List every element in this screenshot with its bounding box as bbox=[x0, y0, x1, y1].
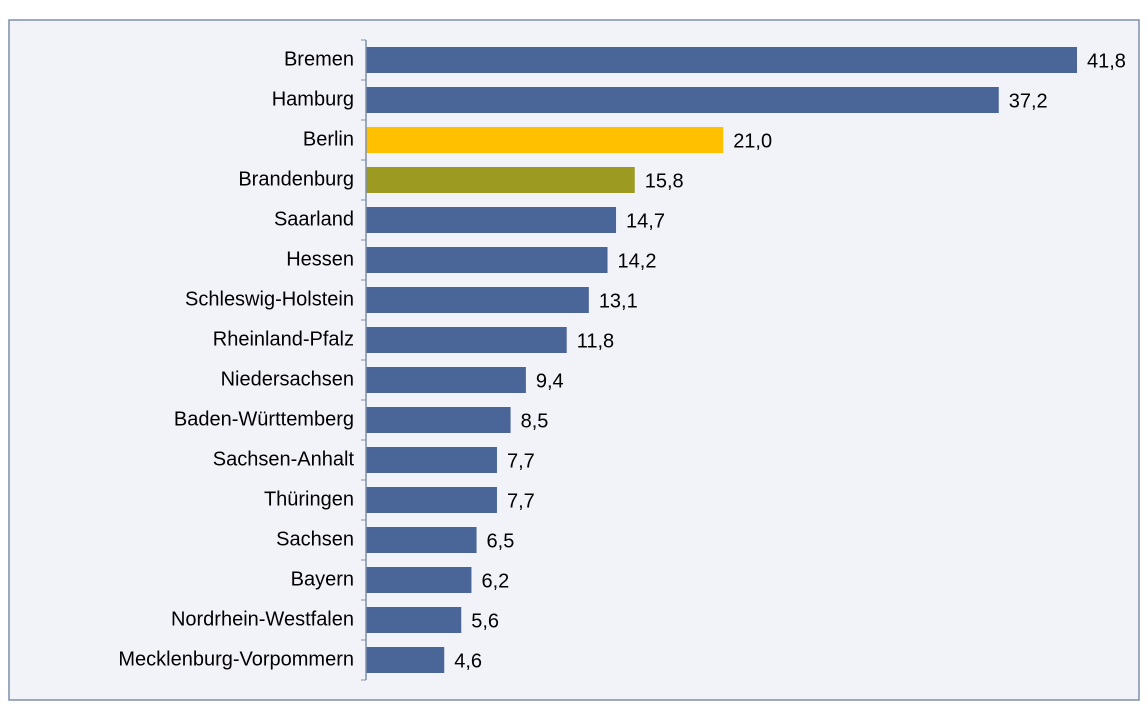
bar bbox=[366, 447, 497, 473]
bar bbox=[366, 367, 526, 393]
bar bbox=[366, 607, 462, 633]
value-label: 6,5 bbox=[487, 530, 515, 552]
value-label: 4,6 bbox=[454, 650, 482, 672]
category-label: Bremen bbox=[284, 48, 354, 70]
value-label: 37,2 bbox=[1009, 90, 1048, 112]
value-label: 7,7 bbox=[507, 490, 535, 512]
value-label: 11,8 bbox=[577, 330, 614, 352]
value-label: 8,5 bbox=[521, 410, 549, 432]
category-label: Sachsen-Anhalt bbox=[213, 448, 355, 470]
category-label: Mecklenburg-Vorpommern bbox=[118, 648, 354, 670]
bar bbox=[366, 647, 445, 673]
category-label: Brandenburg bbox=[238, 168, 354, 190]
category-label: Nordrhein-Westfalen bbox=[171, 608, 354, 630]
bar bbox=[366, 127, 724, 153]
chart-frame bbox=[8, 19, 1140, 701]
bar bbox=[366, 247, 608, 273]
bar bbox=[366, 327, 567, 353]
value-label: 14,7 bbox=[626, 210, 665, 232]
category-label: Hessen bbox=[286, 248, 354, 270]
bar bbox=[366, 407, 511, 433]
value-label: 6,2 bbox=[481, 570, 509, 592]
category-label: Schleswig-Holstein bbox=[185, 288, 354, 310]
category-label: Hamburg bbox=[272, 88, 354, 110]
value-label: 7,7 bbox=[507, 450, 535, 472]
value-label: 13,1 bbox=[599, 290, 638, 312]
bar bbox=[366, 87, 999, 113]
bar bbox=[366, 287, 589, 313]
bar bbox=[366, 487, 497, 513]
value-label: 5,6 bbox=[471, 610, 499, 632]
category-label: Baden-Württemberg bbox=[174, 408, 354, 430]
value-label: 14,2 bbox=[618, 250, 657, 272]
category-label: Berlin bbox=[303, 128, 354, 150]
category-label: Saarland bbox=[274, 208, 354, 230]
value-label: 9,4 bbox=[536, 370, 564, 392]
value-label: 41,8 bbox=[1087, 50, 1126, 72]
category-label: Sachsen bbox=[276, 528, 354, 550]
category-label: Bayern bbox=[291, 568, 354, 590]
bar bbox=[366, 167, 635, 193]
category-label: Niedersachsen bbox=[221, 368, 354, 390]
category-label: Rheinland-Pfalz bbox=[213, 328, 354, 350]
bar bbox=[366, 47, 1077, 73]
category-label: Thüringen bbox=[264, 488, 354, 510]
bar bbox=[366, 567, 472, 593]
value-label: 15,8 bbox=[645, 170, 684, 192]
value-label: 21,0 bbox=[733, 130, 772, 152]
bar bbox=[366, 527, 477, 553]
bar bbox=[366, 207, 617, 233]
